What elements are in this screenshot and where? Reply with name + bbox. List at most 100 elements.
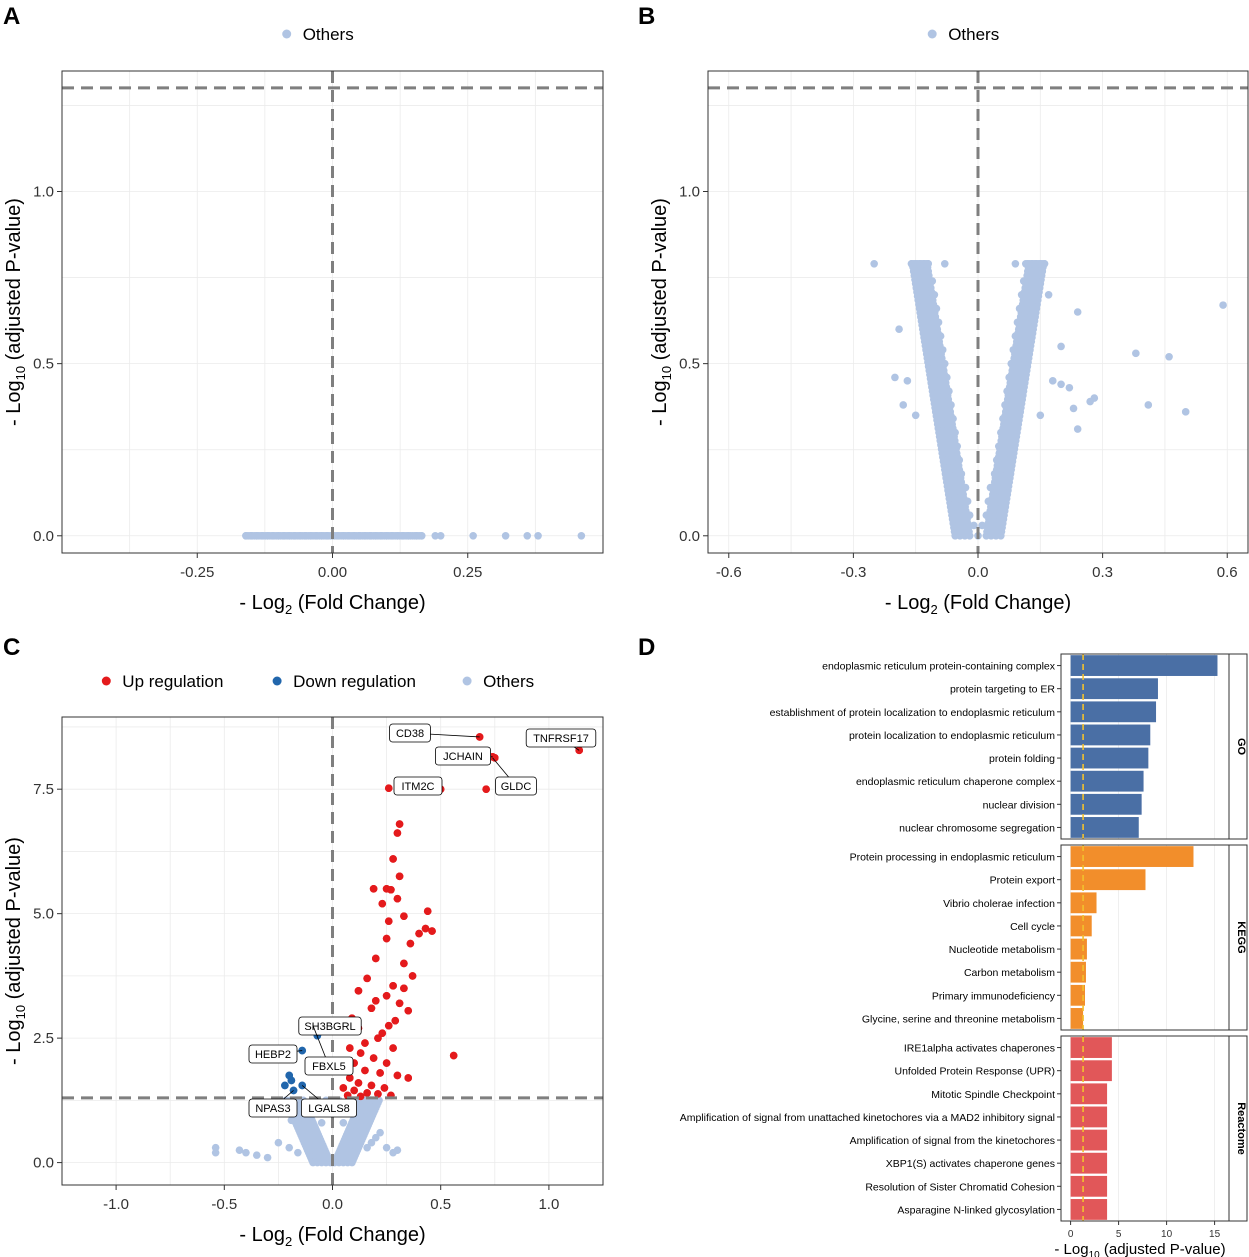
x-axis-label-suffix: (Fold Change) <box>938 592 1071 614</box>
point-up-regulation <box>408 972 417 980</box>
category-label: Unfolded Protein Response (UPR) <box>895 1066 1056 1078</box>
facet-strip <box>1228 653 1248 840</box>
x-axis-label-prefix: - Log <box>1054 1241 1088 1257</box>
point-others <box>252 1151 261 1159</box>
point-up-regulation <box>371 996 380 1005</box>
point-others <box>1069 404 1078 413</box>
point-up-regulation <box>400 959 408 968</box>
point-up-regulation <box>374 1090 382 1098</box>
point-others <box>294 1148 302 1157</box>
point-others <box>1040 260 1049 268</box>
point-others <box>339 1118 348 1127</box>
point-up-regulation <box>393 1071 402 1080</box>
category-label: nuclear division <box>983 799 1056 811</box>
annotation-box <box>525 728 597 748</box>
y-axis-label-prefix: - Log <box>3 1019 25 1065</box>
bar <box>1070 678 1158 700</box>
point-others <box>1181 408 1190 416</box>
x-tick-label: 0.3 <box>1092 564 1113 581</box>
y-tick-label: 0.0 <box>679 528 700 545</box>
point-up-regulation <box>415 929 423 938</box>
point-others <box>285 1143 294 1152</box>
point-others <box>1044 290 1053 299</box>
category-label: Resolution of Sister Chromatid Cohesion <box>865 1181 1055 1193</box>
x-tick-label: 0.0 <box>968 564 989 581</box>
bar <box>1070 984 1085 1006</box>
point-others <box>371 1133 380 1142</box>
facet-strip-label: Reactome <box>1235 1102 1247 1155</box>
x-axis-label-sub: 10 <box>1089 1250 1101 1257</box>
point-up-regulation <box>382 934 391 943</box>
annotation-label-cd38: CD38 <box>396 728 424 740</box>
bar <box>1070 1175 1108 1197</box>
point-up-regulation <box>395 872 404 881</box>
bar <box>1070 724 1151 746</box>
point-others <box>891 373 899 382</box>
annotation-label-itm2c: ITM2C <box>402 781 435 793</box>
point-others <box>1057 380 1065 389</box>
point-up-regulation <box>428 927 436 935</box>
bar <box>1070 1199 1108 1220</box>
annotation-label-fbxl5: FBXL5 <box>312 1061 346 1073</box>
point-others <box>1073 308 1082 316</box>
panel-label-d: D <box>638 634 655 661</box>
category-label: protein targeting to ER <box>950 684 1055 696</box>
point-others <box>899 401 908 409</box>
bar <box>1070 747 1149 769</box>
point-up-regulation <box>482 785 490 793</box>
point-up-regulation <box>387 885 395 894</box>
facet-kegg: Protein processing in endoplasmic reticu… <box>850 844 1248 1031</box>
point-up-regulation <box>361 1066 369 1075</box>
annotation-box <box>495 776 537 796</box>
facet-go: endoplasmic reticulum protein-containing… <box>770 653 1248 840</box>
point-others <box>924 260 932 268</box>
category-label: Amplification of signal from the kinetoc… <box>850 1135 1055 1147</box>
point-up-regulation <box>371 954 380 963</box>
point-others <box>363 1143 371 1152</box>
bar <box>1070 1152 1108 1174</box>
point-others <box>211 1148 220 1157</box>
y-tick-label: 0.5 <box>679 356 700 373</box>
point-others <box>895 325 903 334</box>
bar <box>1070 961 1086 983</box>
bar <box>1070 793 1142 815</box>
x-tick-label: -1.0 <box>103 1196 129 1213</box>
point-others <box>1011 260 1020 268</box>
category-label: Amplification of signal from unattached … <box>680 1112 1055 1124</box>
category-label: Protein processing in endoplasmic reticu… <box>850 852 1056 864</box>
x-tick-label: -0.25 <box>180 564 214 581</box>
category-label: protein folding <box>989 753 1055 765</box>
point-up-regulation <box>389 855 397 863</box>
point-up-regulation <box>374 1034 382 1042</box>
legend-swatch-down-regulation <box>272 676 282 686</box>
point-up-regulation <box>384 784 393 792</box>
point-others <box>376 1128 384 1137</box>
legend: Up regulation Down regulation Others <box>101 672 534 691</box>
y-axis-label: - Log10 (adjusted P-value) <box>649 198 674 426</box>
x-tick-label: 0.6 <box>1217 564 1238 581</box>
annotation-box <box>248 1098 298 1118</box>
bar <box>1070 701 1157 723</box>
point-up-regulation <box>449 1051 458 1060</box>
point-others <box>274 1138 283 1147</box>
point-up-regulation <box>378 1029 387 1037</box>
category-label: Glycine, serine and threonine metabolism <box>862 1013 1055 1025</box>
category-label: Protein export <box>990 875 1055 887</box>
y-axis-label-sub: 10 <box>659 366 674 380</box>
y-axis-label-sub: 10 <box>13 1005 28 1019</box>
point-up-regulation <box>346 1044 354 1052</box>
x-tick-label: 0.0 <box>322 1196 343 1213</box>
x-axis-label: - Log2 (Fold Change) <box>239 1224 425 1249</box>
point-up-regulation <box>404 1006 413 1015</box>
point-up-regulation <box>363 1089 371 1097</box>
legend-label: Up regulation <box>122 672 223 691</box>
category-label: endoplasmic reticulum chaperone complex <box>856 776 1056 788</box>
point-up-regulation <box>393 829 402 837</box>
point-others <box>263 1153 272 1162</box>
point-up-regulation <box>389 982 397 990</box>
panel-label-c: C <box>3 634 20 661</box>
point-others <box>436 531 445 540</box>
bar <box>1070 869 1146 891</box>
category-label: Mitotic Spindle Checkpoint <box>931 1089 1055 1101</box>
point-others <box>911 411 920 420</box>
